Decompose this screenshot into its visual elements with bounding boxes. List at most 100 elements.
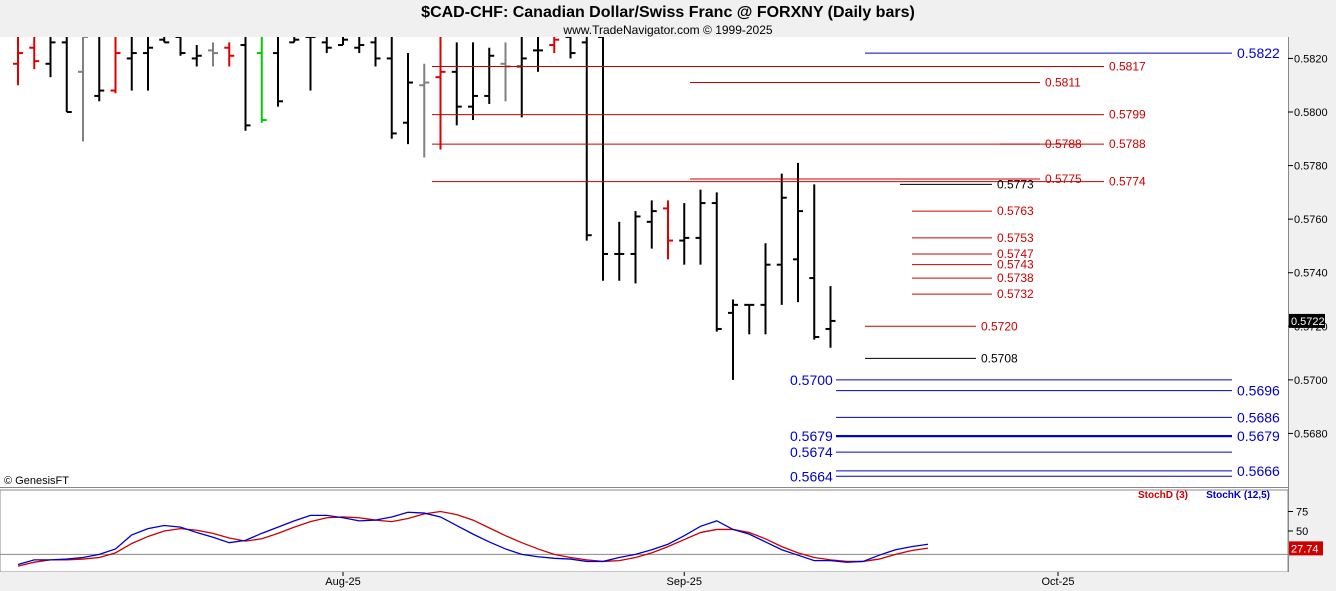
level-label: 0.5774 <box>1109 175 1146 189</box>
price-bars <box>13 37 836 380</box>
level-label: 0.5664 <box>790 468 833 484</box>
x-tick-label: Aug-25 <box>325 576 360 588</box>
stochk-line <box>17 511 929 566</box>
ohlc-bar <box>45 37 56 78</box>
level-label: 0.5674 <box>790 444 833 460</box>
ohlc-bar <box>110 37 121 94</box>
ohlc-bar <box>191 45 202 67</box>
ohlc-bar <box>809 184 820 340</box>
level-label: 0.5732 <box>997 287 1034 301</box>
x-axis-area <box>0 572 1288 591</box>
ohlc-bar <box>760 243 771 335</box>
x-tick-label: Oct-25 <box>1041 576 1074 588</box>
ohlc-bar <box>435 37 446 150</box>
ohlc-bar <box>728 299 738 380</box>
level-label: 0.5788 <box>1045 137 1082 151</box>
ohlc-bar <box>143 37 153 91</box>
ohlc-bar <box>256 37 267 123</box>
legend-stochd: StochD (3) <box>1138 490 1188 501</box>
ohlc-bar <box>711 192 722 332</box>
ohlc-bar <box>630 211 641 284</box>
level-label: 0.5747 <box>997 247 1034 261</box>
ohlc-bar <box>94 37 105 102</box>
ohlc-bar <box>825 286 836 348</box>
level-label: 0.5811 <box>1045 76 1081 90</box>
stochastic-panel <box>0 489 1289 573</box>
y-tick-label: 0.5680 <box>1294 428 1328 440</box>
ohlc-bar <box>419 63 430 158</box>
level-label: 0.5708 <box>981 351 1018 365</box>
title-bar <box>0 0 1336 37</box>
ohlc-bar <box>338 37 348 47</box>
chart-title: $CAD-CHF: Canadian Dollar/Swiss Franc @ … <box>421 4 915 21</box>
ohlc-bar <box>614 221 625 281</box>
stoch-last-label: 27.74 <box>1291 543 1319 555</box>
ohlc-bar <box>516 37 527 118</box>
ohlc-bar <box>663 200 673 260</box>
stoch-last-tag <box>1289 541 1323 556</box>
level-label: 0.5679 <box>1237 428 1280 444</box>
y-tick-label: 0.5820 <box>1294 53 1328 65</box>
legend-stochk: StochK (12,5) <box>1206 490 1270 501</box>
ohlc-bar <box>240 37 251 131</box>
ohlc-bar <box>354 37 365 54</box>
ohlc-bar <box>61 37 72 113</box>
ohlc-bar <box>500 42 511 102</box>
level-label: 0.5763 <box>997 204 1034 218</box>
level-label: 0.5753 <box>997 231 1034 245</box>
ohlc-bar <box>29 37 40 70</box>
ohlc-bar <box>744 303 755 335</box>
level-label: 0.5686 <box>1237 409 1280 425</box>
ohlc-bar <box>321 37 332 54</box>
ohlc-bar <box>13 37 23 86</box>
ohlc-bar <box>776 173 787 305</box>
level-label: 0.5679 <box>790 428 833 444</box>
level-label: 0.5799 <box>1109 108 1146 122</box>
ohlc-bar <box>224 42 235 67</box>
ohlc-bar <box>549 37 560 54</box>
stoch-y-tick-label: 50 <box>1296 526 1308 538</box>
ohlc-bar <box>468 42 478 121</box>
ohlc-bar <box>581 37 592 241</box>
ohlc-bar <box>646 200 657 249</box>
level-label: 0.5773 <box>997 177 1034 191</box>
level-label: 0.5720 <box>981 319 1018 333</box>
level-label: 0.5700 <box>790 372 833 388</box>
ohlc-bar <box>386 37 397 139</box>
y-tick-label: 0.5740 <box>1294 268 1328 280</box>
level-label: 0.5743 <box>997 258 1034 272</box>
ohlc-bar <box>403 53 413 145</box>
ohlc-bar <box>305 37 316 91</box>
stochd-line <box>17 510 929 567</box>
stoch-y-tick-label: 75 <box>1296 507 1308 519</box>
ohlc-bar <box>208 42 218 67</box>
last-price-label: 0.5722 <box>1291 316 1325 328</box>
ohlc-bar <box>175 37 186 56</box>
level-label: 0.5738 <box>997 271 1034 285</box>
ohlc-bar <box>273 37 283 107</box>
level-label: 0.5775 <box>1045 172 1082 186</box>
ohlc-bar <box>451 42 462 126</box>
y-tick-label: 0.5700 <box>1294 375 1328 387</box>
level-label: 0.5696 <box>1237 383 1280 399</box>
level-label: 0.5788 <box>1109 137 1146 151</box>
ohlc-bar <box>695 189 706 265</box>
ohlc-bar <box>126 37 137 91</box>
ohlc-bar <box>78 37 88 142</box>
ohlc-bar <box>289 37 300 44</box>
copyright-label: © GenesisFT <box>4 475 69 487</box>
chart-subtitle: www.TradeNavigator.com © 1999-2025 <box>562 23 772 37</box>
ohlc-bar <box>793 162 803 303</box>
y-tick-label: 0.5780 <box>1294 161 1328 173</box>
x-tick-label: Sep-25 <box>667 576 702 588</box>
ohlc-bar <box>598 37 608 281</box>
y-tick-label: 0.5800 <box>1294 107 1328 119</box>
ohlc-bar <box>484 47 495 104</box>
level-label: 0.5822 <box>1237 45 1280 61</box>
ohlc-bar <box>565 37 576 59</box>
level-label: 0.5817 <box>1109 59 1146 73</box>
last-price-tag <box>1289 313 1325 328</box>
level-label: 0.5666 <box>1237 463 1280 479</box>
ohlc-bar <box>159 37 170 44</box>
